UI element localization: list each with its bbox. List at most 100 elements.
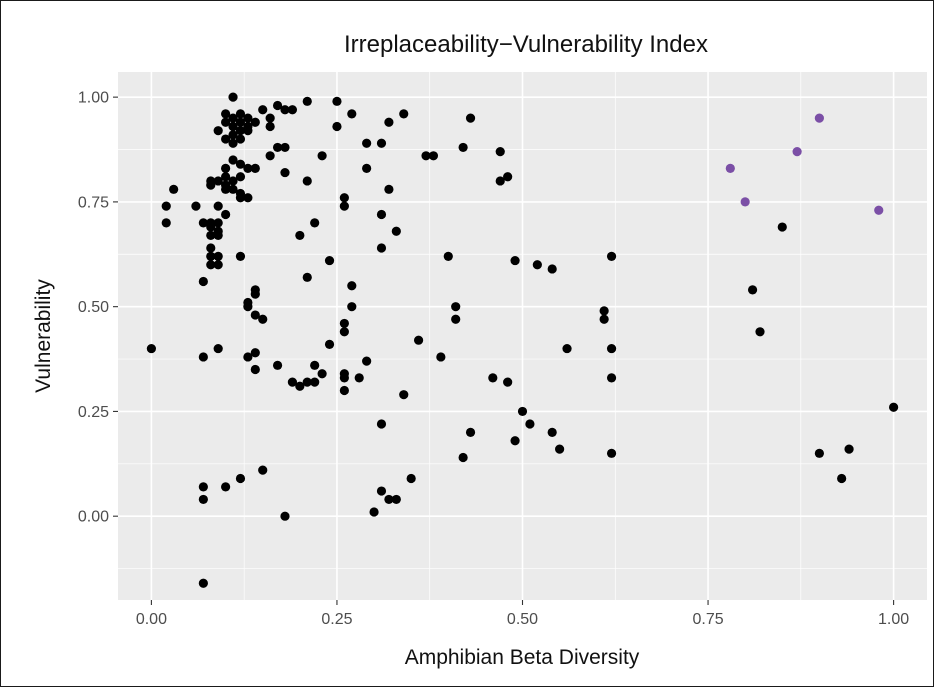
data-point [339,201,349,211]
data-point [606,343,617,354]
data-point [747,285,758,295]
data-point [451,302,461,312]
data-point [243,113,253,123]
data-point [169,184,179,194]
data-point [198,218,208,228]
data-point [874,205,884,215]
data-point [421,151,431,161]
data-point [599,314,609,324]
data-point [376,419,387,429]
data-point [406,473,416,484]
data-point [280,167,290,178]
data-point [221,172,231,182]
data-point [250,289,260,299]
y-axis: 1.00 0.75 0.50 0.25 0.00 [78,90,118,526]
data-point [606,373,617,383]
data-point [310,360,320,370]
data-point [606,251,617,261]
data-point [287,377,298,387]
data-point [228,184,238,194]
data-point [310,377,320,387]
data-point [265,121,275,132]
data-point [332,121,342,132]
data-point [458,142,468,153]
y-axis-title: Vulnerability [32,279,55,393]
grid-lines [118,72,927,600]
data-points [146,92,899,588]
data-point [250,163,260,173]
data-point [517,406,528,417]
data-point [317,369,327,379]
data-point [376,209,387,220]
data-point [844,444,854,454]
data-point [317,151,327,161]
data-point [272,142,283,153]
data-point [354,373,364,383]
data-point [384,494,394,505]
x-tick-label: 0.00 [136,611,167,628]
x-axis: 0.00 0.25 0.50 0.75 1.00 [136,600,909,628]
data-point [725,163,735,173]
data-point [161,201,171,211]
data-point [324,339,335,349]
data-point [213,230,223,241]
data-point [362,356,372,366]
data-point [213,260,223,270]
data-point [384,184,394,194]
data-point [792,147,802,157]
data-point [250,348,260,358]
data-point [889,402,899,412]
data-point [221,209,231,220]
data-point [250,117,260,127]
data-point [221,134,231,144]
data-point [740,197,750,207]
data-point [243,302,253,312]
data-point [235,134,246,144]
data-point [547,427,557,437]
data-point [265,151,275,161]
data-point [213,126,223,136]
data-point [599,306,609,316]
data-point [376,243,387,253]
y-tick-label: 1.00 [78,90,109,107]
data-point [436,352,446,362]
data-point [243,193,253,203]
data-point [465,113,476,123]
data-point [451,314,461,324]
data-point [310,218,320,228]
data-point [235,109,246,119]
data-point [503,377,513,387]
data-point [250,310,260,320]
x-axis-title: Amphibian Beta Diversity [405,646,640,669]
data-point [339,385,349,396]
data-point [495,147,505,157]
data-point [161,218,171,228]
data-point [258,314,268,324]
data-point [814,113,824,123]
data-point [324,255,335,266]
data-point [221,163,231,173]
data-point [272,100,283,111]
data-point [280,511,290,521]
data-point [391,494,401,505]
data-point [250,364,260,375]
data-point [332,96,342,106]
chart-title: Irreplaceability−Vulnerability Index [344,31,708,58]
data-point [362,138,372,148]
data-point [146,343,156,354]
data-point [465,427,476,437]
data-point [532,260,542,270]
data-point [347,281,357,291]
data-point [228,176,238,186]
data-point [339,318,349,329]
data-point [198,352,208,362]
data-point [235,159,246,169]
data-point [295,381,305,391]
data-point [339,373,349,383]
data-point [191,201,201,211]
data-point [376,138,387,148]
data-point [235,473,246,484]
data-point [243,352,253,362]
data-point [391,226,401,236]
data-point [399,390,409,400]
